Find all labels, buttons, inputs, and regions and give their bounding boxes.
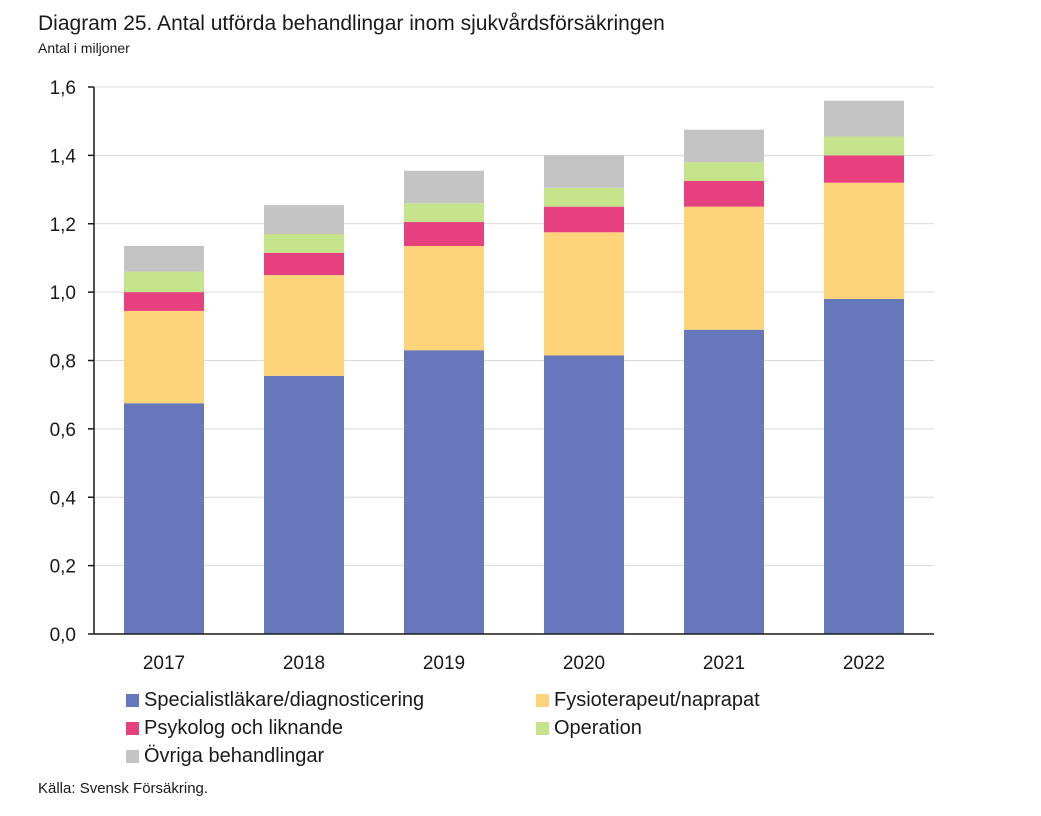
y-tick-label: 0,8 <box>50 352 76 373</box>
y-tick-label: 0,0 <box>50 625 76 646</box>
bar-segment <box>684 206 764 330</box>
legend-swatch <box>536 693 549 707</box>
legend-item: Fysioterapeut/naprapat <box>536 688 836 712</box>
legend-label: Övriga behandlingar <box>144 744 325 767</box>
bar-segment <box>264 234 344 253</box>
bar-segment <box>544 155 624 188</box>
legend-swatch <box>126 721 139 735</box>
bar-segment <box>824 155 904 183</box>
bar-segment <box>404 222 484 246</box>
bar-segment <box>124 271 204 293</box>
bar-segment <box>824 100 904 137</box>
legend-swatch <box>126 693 139 707</box>
y-tick-label: 0,2 <box>50 557 76 578</box>
legend-label: Specialistläkare/diagnosticering <box>144 688 425 711</box>
legend: Specialistläkare/diagnosticering Fysioter… <box>126 688 846 768</box>
bar-segment <box>264 204 344 235</box>
bar-segment <box>124 292 204 311</box>
bar-segment <box>404 350 484 634</box>
x-tick-label: 2019 <box>423 653 465 674</box>
y-tick-label: 1,6 <box>50 78 76 99</box>
y-tick-label: 0,6 <box>50 420 76 441</box>
source-note: Källa: Svensk Försäkring. <box>38 780 209 797</box>
bar-segment <box>124 403 204 634</box>
bar-segment <box>684 129 764 163</box>
legend-swatch <box>536 721 549 735</box>
gridlines <box>94 86 934 567</box>
x-tick-label: 2020 <box>563 653 605 674</box>
legend-item: Psykolog och liknande <box>126 716 536 740</box>
bar-segment <box>824 298 904 634</box>
legend-item: Övriga behandlingar <box>126 744 536 768</box>
axes <box>88 86 934 635</box>
bar-segment <box>404 245 484 351</box>
bar-segment <box>544 232 624 356</box>
legend-swatch <box>126 749 139 763</box>
x-tick-label: 2022 <box>843 653 885 674</box>
bar-segment <box>264 275 344 376</box>
y-tick-labels: 0,0 0,2 0,4 0,6 0,8 1,0 1,2 1,4 1,6 <box>50 78 77 646</box>
bar-segment <box>544 187 624 207</box>
bar-segment <box>684 329 764 634</box>
bar-segment <box>264 252 344 276</box>
bar-segment <box>684 162 764 182</box>
x-tick-label: 2021 <box>703 653 745 674</box>
y-tick-label: 0,4 <box>50 488 77 509</box>
legend-label: Operation <box>554 716 642 739</box>
chart-title: Diagram 25. Antal utförda behandlingar i… <box>38 12 665 35</box>
x-tick-label: 2017 <box>143 653 185 674</box>
bar-segment <box>124 245 204 272</box>
bar-segment <box>404 203 484 223</box>
legend-label: Psykolog och liknande <box>144 716 344 739</box>
legend-item: Specialistläkare/diagnosticering <box>126 688 536 712</box>
bar-segment <box>544 355 624 634</box>
y-tick-label: 1,4 <box>50 146 77 167</box>
stacked-bar-chart: 0,0 0,2 0,4 0,6 0,8 1,0 1,2 1,4 1,6 2017 2018 2019… <box>50 78 934 674</box>
y-tick-label: 1,0 <box>50 283 76 304</box>
y-axis-unit-label: Antal i miljoner <box>38 40 130 56</box>
bar-segment <box>824 182 904 299</box>
legend-label: Fysioterapeut/naprapat <box>554 688 760 711</box>
bar-segment <box>684 181 764 207</box>
x-tick-labels: 2017 2018 2019 2020 2021 2022 <box>143 653 885 674</box>
bar-segment <box>124 310 204 404</box>
bar-segment <box>824 136 904 156</box>
y-tick-label: 1,2 <box>50 215 76 236</box>
legend-item: Operation <box>536 716 836 740</box>
x-tick-label: 2018 <box>283 653 325 674</box>
bar-segment <box>264 375 344 634</box>
bar-segment <box>544 206 624 233</box>
bar-stacks <box>124 100 904 634</box>
bar-segment <box>404 170 484 204</box>
